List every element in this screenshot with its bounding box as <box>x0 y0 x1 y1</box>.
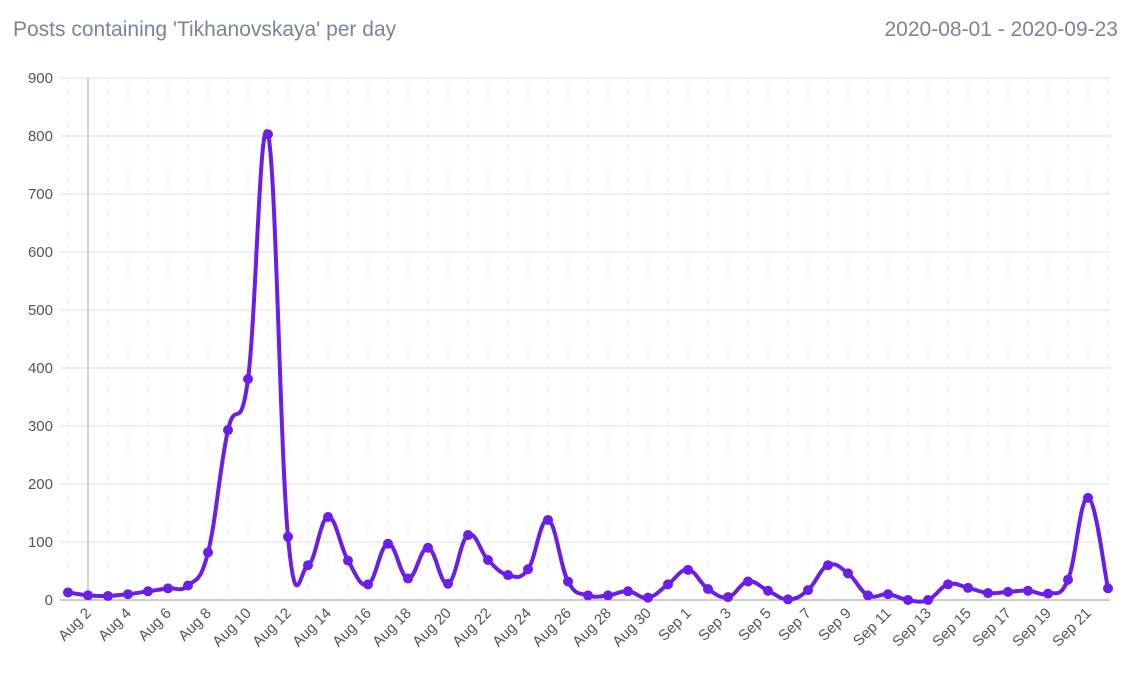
x-tick-label: Sep 15 <box>929 605 975 651</box>
point <box>243 374 253 385</box>
x-tick-label: Aug 14 <box>289 605 335 651</box>
point <box>183 580 193 591</box>
x-tick-label: Aug 20 <box>409 605 455 651</box>
x-tick-label: Sep 17 <box>969 605 1015 651</box>
point <box>923 595 933 605</box>
point <box>463 530 473 541</box>
point <box>863 590 873 601</box>
point <box>803 585 813 596</box>
y-tick-label: 900 <box>28 70 53 87</box>
point <box>483 554 493 565</box>
x-tick-label: Aug 24 <box>489 605 535 651</box>
point <box>503 570 513 581</box>
date-range: 2020-08-01 - 2020-09-23 <box>884 18 1118 41</box>
x-tick-label: Aug 4 <box>95 605 135 645</box>
x-tick-label: Sep 9 <box>815 605 855 645</box>
point <box>563 576 573 587</box>
y-tick-label: 200 <box>28 476 53 493</box>
point <box>903 595 913 605</box>
point <box>683 564 693 575</box>
point <box>403 573 413 584</box>
point <box>643 592 653 603</box>
x-tick-label: Aug 6 <box>135 605 175 645</box>
point <box>223 425 233 436</box>
point <box>763 585 773 596</box>
point <box>443 578 453 589</box>
point <box>623 586 633 597</box>
x-tick-label: Sep 5 <box>735 605 775 645</box>
point <box>543 514 553 525</box>
x-tick-label: Sep 1 <box>655 605 695 645</box>
point <box>123 589 133 600</box>
point <box>663 579 673 590</box>
point <box>103 590 113 601</box>
x-tick-label: Sep 3 <box>695 605 735 645</box>
x-tick-label: Sep 7 <box>775 605 815 645</box>
point <box>1103 583 1113 594</box>
point <box>703 583 713 594</box>
point <box>603 590 613 601</box>
y-tick-label: 100 <box>28 534 53 551</box>
y-tick-label: 400 <box>28 360 53 377</box>
y-tick-label: 800 <box>28 128 53 145</box>
y-tick-label: 700 <box>28 186 53 203</box>
x-tick-label: Aug 30 <box>609 605 655 651</box>
point <box>843 568 853 579</box>
point <box>963 582 973 593</box>
point <box>1063 574 1073 585</box>
point <box>743 576 753 587</box>
point <box>283 531 293 542</box>
x-tick-label: Sep 19 <box>1009 605 1055 651</box>
x-tick-label: Aug 28 <box>569 605 615 651</box>
point <box>883 589 893 600</box>
point <box>203 547 213 558</box>
point <box>983 588 993 599</box>
x-tick-label: Aug 22 <box>449 605 495 651</box>
y-tick-label: 500 <box>28 302 53 319</box>
point <box>323 512 333 523</box>
point <box>303 560 313 571</box>
point <box>263 129 273 140</box>
point <box>583 590 593 601</box>
x-tick-label: Sep 21 <box>1049 605 1095 651</box>
point <box>723 592 733 603</box>
chart-title: Posts containing 'Tikhanovskaya' per day <box>13 18 397 41</box>
point <box>783 594 793 605</box>
point <box>143 586 153 597</box>
y-tick-label: 600 <box>28 244 53 261</box>
y-tick-label: 0 <box>45 592 53 609</box>
x-tick-label: Sep 11 <box>850 605 895 650</box>
point <box>363 579 373 590</box>
point <box>1043 588 1053 599</box>
point <box>383 538 393 549</box>
point <box>823 560 833 571</box>
point <box>1023 585 1033 596</box>
x-tick-label: Aug 16 <box>329 605 375 651</box>
point <box>1083 492 1093 503</box>
point <box>83 590 93 601</box>
x-tick-label: Aug 18 <box>369 605 415 651</box>
x-tick-label: Aug 10 <box>209 605 255 651</box>
point <box>943 579 953 590</box>
point <box>63 587 73 598</box>
point <box>1003 586 1013 597</box>
x-tick-label: Aug 26 <box>529 605 575 651</box>
x-tick-label: Aug 2 <box>55 605 95 645</box>
point <box>163 583 173 594</box>
point <box>343 555 353 566</box>
point <box>523 564 533 575</box>
x-tick-label: Aug 12 <box>249 605 295 651</box>
x-tick-label: Sep 13 <box>889 605 935 651</box>
point <box>423 542 433 553</box>
y-tick-label: 300 <box>28 418 53 435</box>
